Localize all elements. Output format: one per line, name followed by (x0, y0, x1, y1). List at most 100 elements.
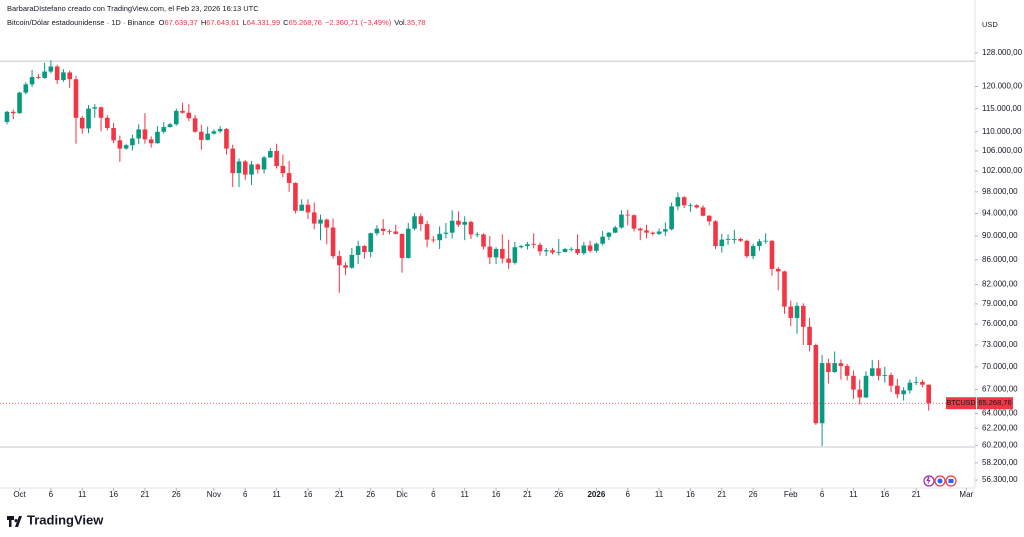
candle-body (493, 248, 499, 258)
candle-body (732, 239, 737, 240)
symbol-legend: Bitcoin/Dólar estadounidense · 1D · Bina… (7, 18, 426, 27)
candle-body (61, 72, 66, 81)
candle-body (136, 129, 141, 139)
candle-body (706, 215, 712, 222)
candle-body (619, 214, 624, 228)
candle-body (286, 173, 292, 183)
candle-body (794, 305, 800, 318)
candle-body (105, 117, 110, 129)
y-tick-label: 70.000,00 (982, 362, 1018, 371)
candle-body (926, 384, 931, 404)
x-tick-label: 11 (849, 490, 858, 499)
candle-body (412, 216, 417, 229)
ohlc-value: 65.268,76 (289, 18, 322, 27)
candle-body (518, 246, 524, 248)
x-tick-label: 16 (492, 490, 501, 499)
candle-body (782, 271, 787, 307)
ohlc-key: L (243, 18, 247, 27)
candle-body (819, 363, 825, 424)
candle-body (29, 77, 35, 85)
indicator-icons (923, 475, 957, 487)
x-tick-label: 6 (626, 490, 631, 499)
x-tick-label: 21 (717, 490, 726, 499)
candle-body (161, 127, 167, 132)
x-tick-label: 16 (109, 490, 118, 499)
candle-body (48, 66, 54, 72)
candle-body (700, 207, 706, 216)
x-tick-label: 2026 (587, 490, 605, 499)
candle-body (17, 92, 22, 114)
candle-body (343, 265, 348, 268)
currency: USD (982, 20, 998, 29)
candle-body (506, 258, 511, 263)
candle-body (800, 305, 806, 327)
candle-body (456, 220, 461, 225)
x-tick-label: Dic (396, 490, 408, 499)
x-tick-label: 16 (686, 490, 695, 499)
candle-body (73, 79, 79, 118)
candle-body (418, 216, 424, 225)
candle-body (268, 151, 273, 158)
y-tick-label: 128.000,00 (982, 48, 1023, 57)
candle-body (399, 233, 405, 258)
x-tick-label: 21 (140, 490, 149, 499)
tradingview-logo: TradingView (7, 512, 104, 527)
candle-body (142, 129, 148, 140)
y-tick-label: 98.000,00 (982, 187, 1018, 196)
symbol-name: Bitcoin/Dólar estadounidense · 1D · Bina… (7, 18, 155, 27)
candle-body (249, 164, 254, 175)
candle-body (130, 138, 135, 146)
candle-body (650, 232, 656, 234)
candle-body (217, 128, 223, 132)
candle-body (192, 118, 198, 132)
change: −2.360,71 (−3,49%) (325, 18, 392, 27)
ohlc-value: 64.331,99 (247, 18, 280, 27)
candle-body (838, 363, 844, 367)
candle-body (738, 239, 743, 241)
candle-body (882, 375, 888, 376)
y-tick-label: 110.000,00 (982, 127, 1022, 136)
candle-body (913, 381, 919, 383)
x-tick-label: 21 (912, 490, 921, 499)
candle-body (562, 248, 568, 252)
x-tick-label: 6 (431, 490, 436, 499)
candle-body (675, 197, 681, 207)
candle-body (769, 240, 775, 269)
x-tick-label: 11 (78, 490, 87, 499)
ohlc-value: 67.643,61 (206, 18, 239, 27)
author-line: BarbaraDIstefano creado con TradingView.… (7, 4, 259, 13)
x-tick-label: 26 (749, 490, 758, 499)
candle-body (920, 381, 925, 385)
candle-body (694, 205, 699, 208)
candle-body (236, 161, 242, 174)
candle-body (587, 245, 593, 251)
candle-body (173, 110, 179, 125)
price-tag-label: 65.268,76 (978, 398, 1011, 407)
x-tick-label: 11 (272, 490, 281, 499)
candle-body (186, 112, 192, 119)
y-tick-label: 90.000,00 (982, 231, 1018, 240)
x-tick-label: 11 (655, 490, 664, 499)
candle-body (537, 244, 543, 252)
logo-text: TradingView (27, 512, 104, 527)
candle-body (167, 124, 173, 128)
x-tick-label: 21 (335, 490, 344, 499)
candle-body (851, 375, 856, 390)
candle-body (594, 243, 599, 251)
candle-body (437, 233, 442, 241)
candle-body (242, 161, 248, 175)
candle-body (826, 363, 831, 373)
candle-body (763, 240, 768, 242)
candle-body (79, 117, 85, 129)
candle-body (775, 268, 781, 272)
candle-body (550, 250, 555, 253)
x-tick-label: Oct (13, 490, 26, 499)
y-tick-label: 106.000,00 (982, 146, 1023, 155)
candle-body (863, 375, 869, 398)
ohlc-value: 67.639,37 (164, 18, 197, 27)
candle-body (901, 390, 906, 395)
candle-body (474, 234, 480, 236)
candle-body (681, 197, 687, 206)
x-tick-label: 21 (523, 490, 532, 499)
price-tag-bg (977, 397, 1013, 410)
